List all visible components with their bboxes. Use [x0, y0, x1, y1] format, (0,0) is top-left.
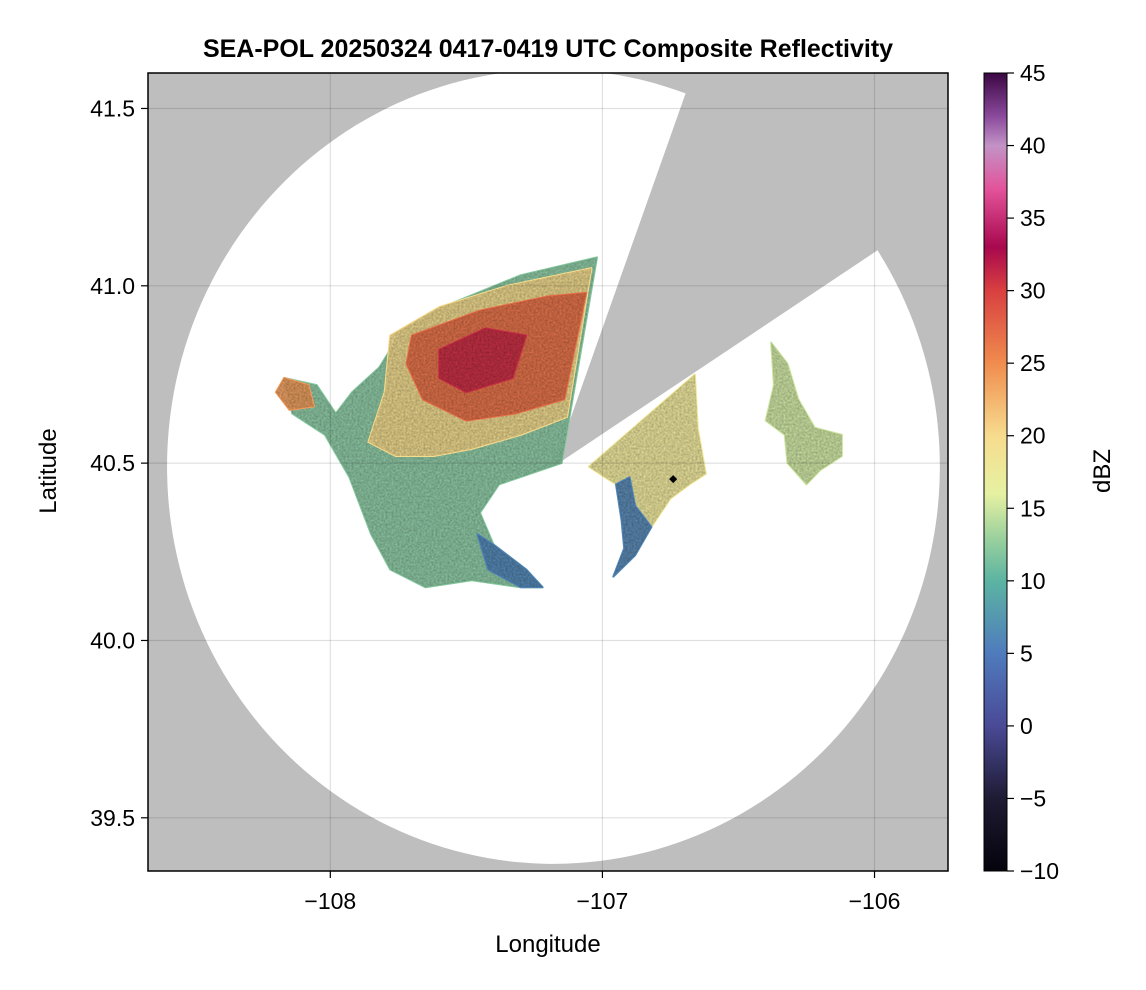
colorbar-gradient: [984, 73, 1007, 871]
colorbar-tick-label-2: 0: [1020, 713, 1033, 739]
colorbar-tick-label-7: 25: [1020, 350, 1046, 376]
colorbar-tick-label-8: 30: [1020, 278, 1046, 304]
echo-texture-east-gradient: [613, 477, 652, 577]
echo-texture-south-gradient: [477, 534, 543, 588]
colorbar: −10 −5 0 5 10 15 20 25 30 35 40 45 dBZ: [983, 60, 1116, 884]
colorbar-tick-label-10: 40: [1020, 133, 1046, 159]
colorbar-tick-label-6: 20: [1020, 423, 1046, 449]
y-tick-label-1: 40.0: [90, 627, 135, 653]
plot-area: [148, 73, 948, 871]
echo-texture-west-arm: [275, 378, 314, 410]
echo-layer: [274, 256, 843, 589]
echo-texture-far-east-cells: [765, 342, 842, 485]
y-tick-label-2: 40.5: [90, 450, 135, 476]
y-tick-label-3: 41.0: [90, 273, 135, 299]
colorbar-tick-label-0: −10: [1020, 858, 1059, 884]
colorbar-tick-label-3: 5: [1020, 640, 1033, 666]
colorbar-ticks: −10 −5 0 5 10 15 20 25 30 35 40 45: [1007, 60, 1059, 884]
plot-frame: [147, 72, 949, 872]
x-tick-label-1: −107: [577, 888, 629, 914]
echo-texture-core-peak: [439, 328, 527, 393]
echo-texture-east-echo: [588, 374, 706, 577]
site-marker: [669, 475, 678, 484]
radar-coverage: [167, 73, 940, 864]
x-axis-label: Longitude: [495, 931, 600, 958]
y-tick-label-0: 39.5: [90, 805, 135, 831]
colorbar-label: dBZ: [1089, 449, 1116, 493]
y-axis-label: Latitude: [35, 428, 62, 513]
x-tick-label-0: −108: [304, 888, 356, 914]
colorbar-frame: [983, 72, 1008, 872]
colorbar-tick-label-11: 45: [1020, 60, 1046, 86]
chart-title: SEA-POL 20250324 0417-0419 UTC Composite…: [203, 35, 893, 63]
colorbar-tick-label-9: 35: [1020, 205, 1046, 231]
colorbar-tick-label-5: 15: [1020, 495, 1046, 521]
y-axis: 39.5 40.0 40.5 41.0 41.5: [90, 95, 148, 831]
y-tick-label-4: 41.5: [90, 95, 135, 121]
grid-lines: [148, 73, 948, 871]
x-tick-label-2: −106: [849, 888, 901, 914]
colorbar-tick-label-1: −5: [1020, 785, 1046, 811]
colorbar-tick-label-4: 10: [1020, 568, 1046, 594]
x-axis: −108 −107 −106: [304, 871, 900, 914]
